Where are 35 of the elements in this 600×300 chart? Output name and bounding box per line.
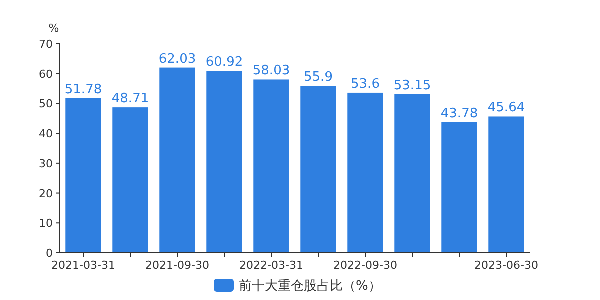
data-label: 55.9 <box>304 70 333 86</box>
data-label: 51.78 <box>64 82 102 98</box>
data-label: 53.15 <box>394 78 432 94</box>
data-label: 43.78 <box>440 106 478 122</box>
y-tick-label: 40 <box>39 128 53 141</box>
x-tick-label: 2021-09-30 <box>146 259 210 272</box>
y-tick-label: 50 <box>39 98 53 111</box>
y-tick-label: 60 <box>39 68 53 81</box>
data-label: 62.03 <box>158 52 196 67</box>
bar <box>206 71 242 253</box>
y-tick-label: 10 <box>39 217 53 230</box>
x-tick-label: 2023-06-30 <box>474 259 538 272</box>
y-tick-label: 70 <box>39 38 53 51</box>
x-tick-label: 2022-09-30 <box>334 259 398 272</box>
y-tick-label: 0 <box>46 247 53 260</box>
data-label: 60.92 <box>206 55 244 70</box>
data-label: 58.03 <box>252 64 290 79</box>
x-tick-label: 2022-03-31 <box>240 259 304 272</box>
data-label: 48.71 <box>112 92 150 107</box>
y-tick-label: 30 <box>39 157 53 170</box>
bar <box>488 116 524 253</box>
y-axis-title: % <box>48 22 60 35</box>
data-label: 45.64 <box>488 100 526 116</box>
bar <box>348 92 384 253</box>
y-tick-label: 20 <box>39 187 53 200</box>
bar <box>442 122 478 253</box>
bar <box>300 86 336 253</box>
bar <box>112 108 148 253</box>
x-tick-label: 2021-03-31 <box>52 259 116 272</box>
data-label: 53.6 <box>351 76 380 92</box>
bar <box>160 68 196 253</box>
bar <box>394 94 430 253</box>
bar <box>254 80 290 253</box>
bar <box>66 98 102 253</box>
legend-label: 前十大重仓股占比（%） <box>239 279 382 294</box>
